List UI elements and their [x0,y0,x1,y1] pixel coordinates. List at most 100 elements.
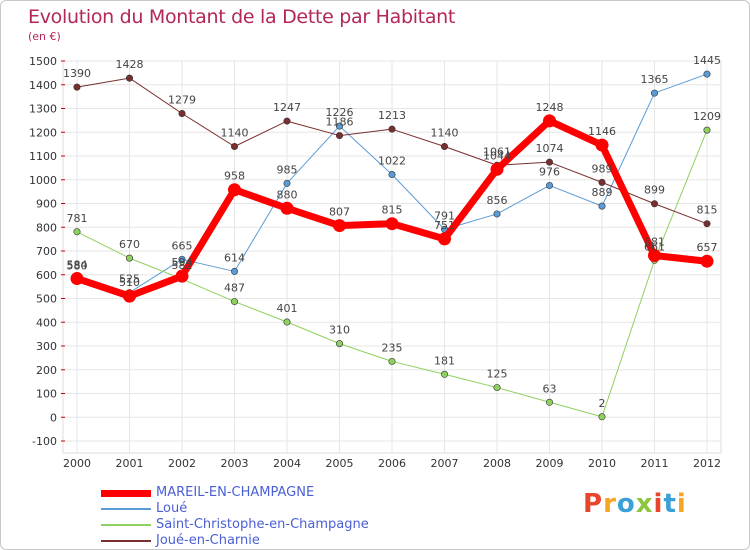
data-point [283,179,291,187]
y-tick-label: 600 [36,269,57,282]
x-tick-label: 2005 [326,457,354,470]
data-label: 235 [382,341,403,354]
data-label: 976 [539,165,560,178]
data-label: 525 [119,273,140,286]
proxiti-logo: Proxiti [583,489,687,519]
y-tick-label: 1100 [29,150,57,163]
x-tick-label: 2004 [273,457,301,470]
data-label: 1247 [273,101,301,114]
logo-letter: o [616,489,636,519]
data-label: 181 [434,354,455,367]
data-point [490,162,504,176]
data-point [73,228,81,236]
data-label: 1365 [641,73,669,86]
x-tick-label: 2011 [641,457,669,470]
data-label: 1279 [168,93,196,106]
data-point [231,143,239,151]
data-point [648,249,661,263]
data-point [598,413,606,421]
data-point [385,217,399,231]
logo-letter: r [603,489,617,519]
data-point [280,201,294,215]
y-tick-label: 1400 [29,79,57,92]
data-point [335,340,343,348]
data-point [545,181,553,189]
data-label: 1146 [588,125,616,138]
data-point [545,398,553,406]
data-point [598,202,606,210]
x-tick-label: 2007 [431,457,459,470]
data-point [598,178,606,186]
data-label: 614 [224,251,245,264]
y-tick-label: 900 [36,198,57,211]
data-label: 2 [599,397,606,410]
data-point [231,298,239,306]
chart-title: Evolution du Montant de la Dette par Hab… [28,6,456,28]
data-point [703,220,711,228]
data-point [175,269,189,283]
data-point [650,89,658,97]
data-point [703,126,711,134]
data-label: 1074 [536,142,564,155]
y-tick-label: -100 [32,435,57,448]
data-point [228,183,241,197]
y-tick-label: 700 [36,245,57,258]
data-label: 899 [644,184,665,197]
data-label: 989 [592,162,613,175]
data-point [123,289,136,303]
data-label: 1209 [693,110,721,123]
data-point [438,232,451,246]
series-layer [70,70,714,421]
data-point [440,370,448,378]
data-point [440,143,448,151]
x-tick-label: 2000 [63,457,91,470]
data-point [388,171,396,179]
data-point [650,200,658,208]
data-label: 125 [487,368,508,381]
x-tick-label: 2002 [168,457,196,470]
data-label: 781 [67,212,88,225]
data-label: 1390 [63,67,91,80]
logo-letter: x [635,489,654,519]
data-label: 657 [697,241,718,254]
y-tick-label: 400 [36,316,57,329]
data-label: 1226 [326,106,354,119]
data-label: 856 [487,194,508,207]
data-label: 985 [277,163,298,176]
data-label: 510 [119,276,140,289]
data-label: 401 [277,302,298,315]
y-tick-label: 0 [50,411,57,424]
data-label: 958 [224,170,245,183]
data-label: 807 [329,206,350,219]
data-point [595,138,609,152]
data-label: 670 [119,238,140,251]
logo-letter: i [676,489,687,519]
data-label: 594 [172,256,193,269]
data-label: 665 [172,239,193,252]
y-tick-label: 1000 [29,174,57,187]
data-label: 1140 [221,127,249,140]
data-point [543,114,556,128]
data-label: 1445 [693,54,721,67]
data-point [388,125,396,133]
data-label: 1213 [378,109,406,122]
legend-swatch [101,524,151,526]
legend-swatch [101,489,151,497]
data-label: 63 [543,382,557,395]
data-point [126,74,134,82]
data-point [700,254,714,268]
data-point [333,219,346,233]
data-point [70,272,84,286]
legend-label: Joué-en-Charnie [156,533,260,548]
x-tick-label: 2010 [588,457,616,470]
x-tick-label: 2006 [378,457,406,470]
data-label: 1186 [326,116,354,129]
data-label: 1022 [378,155,406,168]
legend-label: MAREIL-EN-CHAMPAGNE [156,485,315,500]
data-label: 580 [67,260,88,273]
data-point [545,158,553,166]
data-point [703,70,711,78]
data-point [493,384,501,392]
data-label: 1248 [536,101,564,114]
